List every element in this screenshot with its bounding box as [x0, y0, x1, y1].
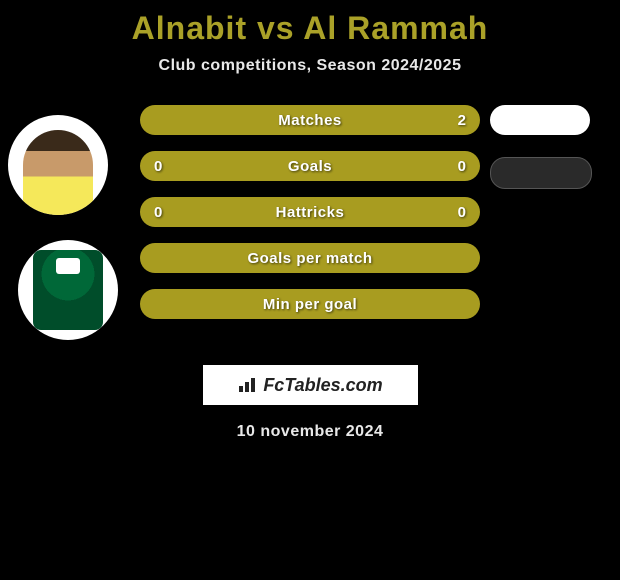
source-logo-text: FcTables.com — [263, 375, 382, 396]
stat-left-value: 0 — [154, 158, 162, 175]
stat-right-value: 0 — [458, 204, 466, 221]
stat-right-value: 2 — [458, 112, 466, 129]
stat-label: Matches — [278, 112, 342, 129]
stat-row-matches: Matches 2 — [140, 105, 480, 135]
side-pill-2 — [490, 157, 592, 189]
comparison-card: Alnabit vs Al Rammah Club competitions, … — [0, 10, 620, 580]
date-text: 10 november 2024 — [0, 423, 620, 441]
stat-row-hattricks: 0 Hattricks 0 — [140, 197, 480, 227]
stat-left-value: 0 — [154, 204, 162, 221]
player1-avatar-img — [23, 130, 93, 215]
bar-chart-icon — [237, 376, 259, 394]
stats-area: Matches 2 0 Goals 0 0 Hattricks 0 Goals … — [0, 105, 620, 365]
stat-label: Hattricks — [276, 204, 345, 221]
stat-label: Goals — [288, 158, 332, 175]
stat-rows: Matches 2 0 Goals 0 0 Hattricks 0 Goals … — [140, 105, 480, 335]
stat-row-goals-per-match: Goals per match — [140, 243, 480, 273]
source-logo: FcTables.com — [203, 365, 418, 405]
page-title: Alnabit vs Al Rammah — [0, 10, 620, 47]
player2-avatar — [18, 240, 118, 340]
stat-row-min-per-goal: Min per goal — [140, 289, 480, 319]
stat-right-value: 0 — [458, 158, 466, 175]
page-subtitle: Club competitions, Season 2024/2025 — [0, 57, 620, 75]
player1-avatar — [8, 115, 108, 215]
side-pill-1 — [490, 105, 590, 135]
stat-label: Goals per match — [247, 250, 372, 267]
stat-row-goals: 0 Goals 0 — [140, 151, 480, 181]
stat-label: Min per goal — [263, 296, 357, 313]
player2-club-crest — [33, 250, 103, 330]
side-pills — [490, 105, 592, 211]
